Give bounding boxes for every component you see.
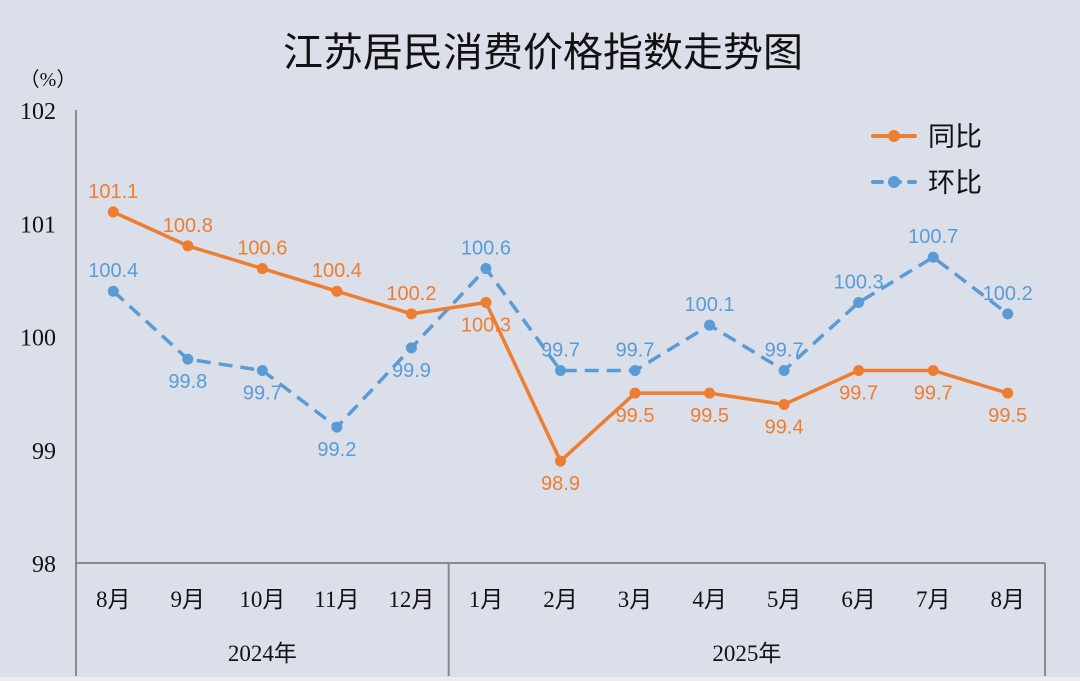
data-label: 100.4 [312,260,362,282]
x-tick-label: 4月 [692,587,727,612]
data-label: 99.9 [392,360,431,382]
data-label: 99.5 [690,405,729,427]
x-tick-label: 10月 [239,587,285,612]
x-tick-label: 8月 [96,587,131,612]
data-point [331,285,343,297]
x-tick-label: 12月 [388,587,434,612]
data-label: 101.1 [88,181,138,203]
x-tick-label: 7月 [916,587,951,612]
data-point [1002,308,1014,320]
data-label: 99.7 [839,382,878,404]
data-point [405,308,417,320]
data-point [405,342,417,354]
data-label: 100.4 [88,260,138,282]
data-point [1002,387,1014,399]
data-point [778,398,790,410]
data-label: 100.2 [983,283,1033,305]
data-label: 99.5 [616,405,655,427]
data-label: 99.5 [988,405,1027,427]
data-label: 100.8 [163,215,213,237]
x-tick-label: 3月 [618,587,653,612]
x-tick-label: 6月 [841,587,876,612]
data-point [182,353,194,365]
data-label: 100.2 [386,283,436,305]
y-tick-label: 101 [20,212,56,238]
data-label: 100.3 [834,272,884,294]
data-point [480,263,492,275]
data-label: 99.4 [765,416,804,438]
data-point [555,364,566,376]
data-point [704,387,716,399]
data-label: 99.7 [914,382,953,404]
data-label: 100.1 [685,294,735,316]
data-label: 99.7 [616,339,655,361]
x-tick-label: 11月 [314,587,359,612]
data-label: 100.7 [908,226,958,248]
x-tick-label: 1月 [469,587,504,612]
data-label: 99.8 [168,371,207,393]
data-point [629,364,641,376]
data-point [853,297,865,309]
x-group-label: 2024年 [228,641,297,666]
data-point [331,421,343,433]
data-label: 100.6 [237,238,287,260]
x-tick-label: 9月 [171,587,206,612]
data-point [853,364,865,376]
data-point [107,206,119,218]
data-point [629,387,641,399]
y-axis-unit: （%） [20,68,77,91]
data-point [107,285,119,297]
data-point [480,297,492,309]
data-point [927,251,939,263]
data-point [778,364,790,376]
data-label: 99.2 [317,439,356,461]
x-tick-label: 2月 [543,587,578,612]
legend-label: 同比 [928,122,982,153]
x-tick-label: 8月 [990,587,1025,612]
x-group-label: 2025年 [712,641,781,666]
data-point [704,319,716,331]
data-label: 99.7 [765,339,804,361]
data-label: 100.6 [461,238,511,260]
legend-marker [888,176,900,188]
y-tick-label: 99 [32,439,56,465]
data-label: 99.7 [243,382,282,404]
x-tick-label: 5月 [767,587,802,612]
data-label: 100.3 [461,315,511,337]
data-label: 98.9 [541,473,580,495]
data-point [256,364,268,376]
y-tick-label: 98 [32,552,56,578]
legend-marker [888,130,900,142]
data-point [555,455,566,467]
data-label: 99.7 [541,339,580,361]
data-point [927,364,939,376]
data-point [182,240,194,252]
chart-title: 江苏居民消费价格指数走势图 [283,30,803,76]
y-tick-label: 100 [20,326,56,352]
y-tick-label: 102 [20,99,56,125]
data-point [256,263,268,275]
legend-label: 环比 [928,168,982,199]
